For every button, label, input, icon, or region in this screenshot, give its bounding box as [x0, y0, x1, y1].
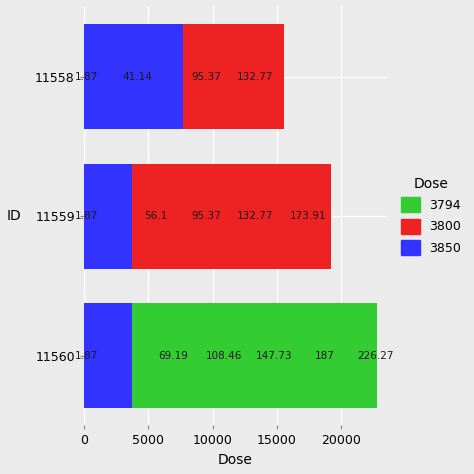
Bar: [84, 24, 183, 129]
Text: 132.77: 132.77: [237, 72, 273, 82]
Text: 1.87: 1.87: [75, 211, 98, 221]
Text: 108.46: 108.46: [205, 351, 242, 361]
Text: 147.73: 147.73: [256, 351, 292, 361]
Bar: [84, 303, 132, 408]
Y-axis label: ID: ID: [7, 209, 22, 223]
Text: 1.87: 1.87: [75, 351, 98, 361]
Text: 95.37: 95.37: [192, 72, 222, 82]
Text: 226.27: 226.27: [357, 351, 393, 361]
Text: 95.37: 95.37: [192, 211, 222, 221]
Text: 132.77: 132.77: [237, 211, 273, 221]
Bar: [132, 164, 331, 269]
Text: 187: 187: [315, 351, 335, 361]
Text: 1.87: 1.87: [75, 72, 98, 82]
Text: 41.14: 41.14: [122, 72, 152, 82]
Text: 56.1: 56.1: [145, 211, 168, 221]
Bar: [183, 24, 283, 129]
Bar: [84, 164, 132, 269]
Bar: [132, 303, 377, 408]
Text: 173.91: 173.91: [290, 211, 326, 221]
Legend: 3794, 3800, 3850: 3794, 3800, 3850: [396, 172, 466, 260]
Text: 69.19: 69.19: [158, 351, 188, 361]
X-axis label: Dose: Dose: [218, 453, 253, 467]
